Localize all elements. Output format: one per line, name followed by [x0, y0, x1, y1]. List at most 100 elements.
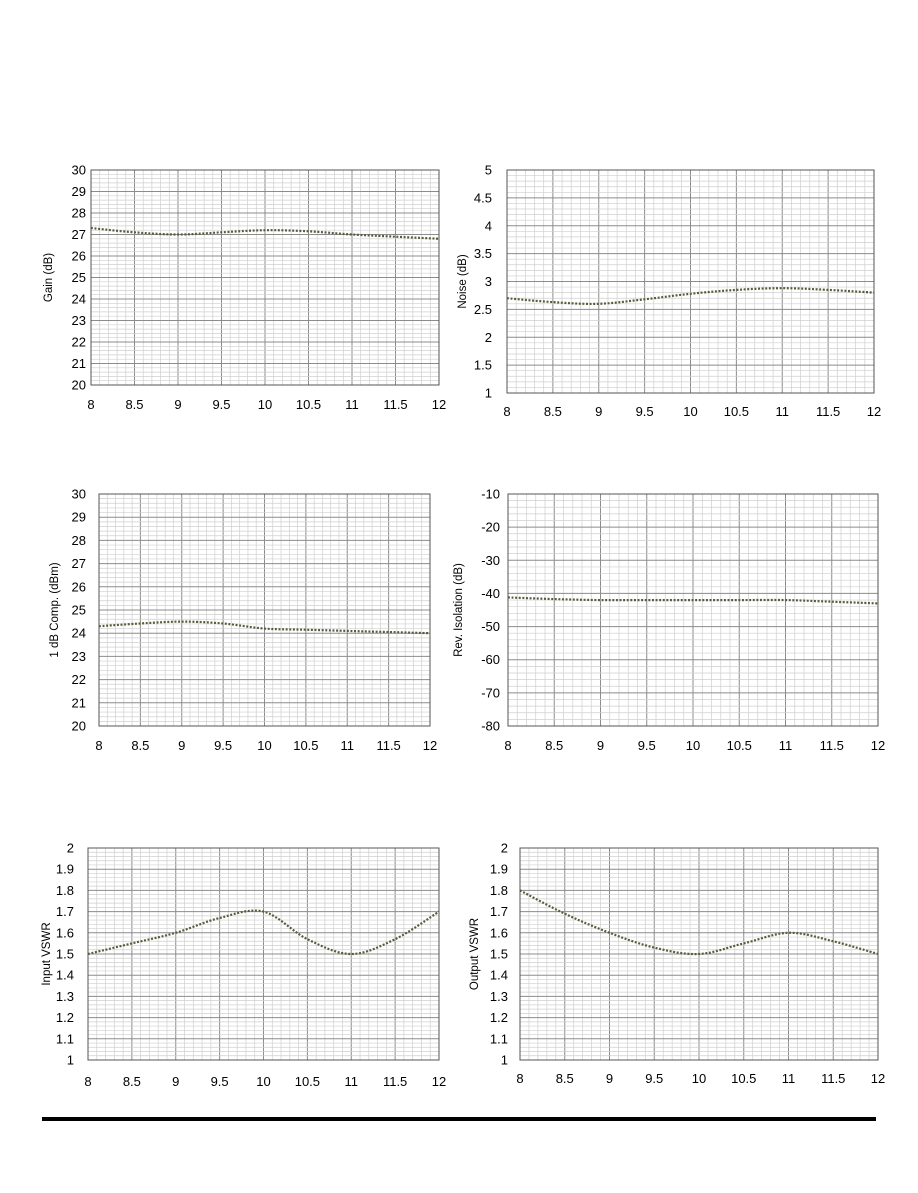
x-tick-label: 8 — [95, 738, 102, 753]
footer-rule — [42, 1117, 876, 1121]
x-tick-label: 11.5 — [383, 397, 407, 412]
y-tick-label: 1.7 — [56, 904, 74, 919]
y-tick-label: 23 — [72, 649, 86, 664]
y-tick-label: 4 — [485, 218, 492, 233]
x-tick-label: 8.5 — [556, 1071, 574, 1086]
y-tick-label: 30 — [72, 487, 86, 502]
x-tick-label: 9.5 — [214, 738, 232, 753]
x-tick-label: 8.5 — [544, 404, 562, 419]
y-tick-label: 29 — [72, 510, 86, 525]
y-tick-label: 27 — [72, 227, 86, 242]
y-tick-label: -50 — [481, 619, 500, 634]
y-tick-label: 1 — [485, 386, 492, 401]
x-tick-label: 11 — [779, 738, 793, 753]
y-tick-label: -40 — [481, 586, 500, 601]
y-tick-label: 1.5 — [474, 358, 492, 373]
y-tick-label: 1.4 — [490, 968, 508, 983]
x-tick-label: 10.5 — [295, 1074, 320, 1089]
y-tick-label: 2 — [67, 841, 74, 856]
y-axis-label: Gain (dB) — [43, 253, 55, 302]
x-tick-label: 11.5 — [376, 738, 400, 753]
x-tick-label: 9 — [178, 738, 185, 753]
x-tick-label: 8 — [87, 397, 94, 412]
y-tick-label: 25 — [72, 603, 86, 618]
y-tick-label: 5 — [485, 163, 492, 178]
y-tick-label: -10 — [481, 487, 500, 502]
x-tick-label: 8.5 — [123, 1074, 141, 1089]
y-axis-label: Rev. Isolation (dB) — [453, 563, 465, 657]
x-tick-label: 8.5 — [125, 397, 143, 412]
series-line — [87, 909, 440, 956]
y-tick-label: 1.3 — [490, 989, 508, 1004]
x-tick-label: 10.5 — [731, 1071, 756, 1086]
y-tick-label: 1.3 — [56, 989, 74, 1004]
x-tick-label: 10.5 — [724, 404, 749, 419]
x-tick-label: 10 — [256, 1074, 270, 1089]
y-tick-label: 1.6 — [490, 925, 508, 940]
plot-frame — [507, 493, 879, 727]
series-line — [507, 596, 879, 605]
y-tick-label: 1.9 — [490, 862, 508, 877]
y-axis-label: 1 dB Comp. (dBm) — [49, 562, 61, 657]
y-tick-label: 23 — [72, 313, 86, 328]
y-axis-label: Noise (dB) — [457, 254, 469, 308]
x-tick-label: 10 — [692, 1071, 706, 1086]
x-tick-label: 10.5 — [293, 738, 318, 753]
x-tick-label: 9.5 — [636, 404, 654, 419]
y-tick-label: 22 — [72, 672, 86, 687]
x-tick-label: 8 — [84, 1074, 91, 1089]
y-tick-label: 20 — [72, 719, 86, 734]
x-tick-label: 11.5 — [816, 404, 840, 419]
plot-frame — [98, 493, 431, 727]
y-tick-label: -20 — [481, 520, 500, 535]
x-tick-label: 12 — [423, 738, 437, 753]
y-tick-label: 25 — [72, 270, 86, 285]
x-tick-label: 11.5 — [821, 1071, 845, 1086]
y-tick-label: 27 — [72, 556, 86, 571]
y-tick-label: 22 — [72, 335, 86, 350]
x-tick-label: 8.5 — [545, 738, 563, 753]
chart-4: -80 -70 -60 -50 -40 -30 -20 -10 8 8.5 9 9.5 10 10.5 11… — [453, 487, 885, 754]
y-tick-label: 1.1 — [56, 1031, 74, 1046]
plot-frame — [90, 169, 440, 386]
y-tick-label: 1.6 — [56, 925, 74, 940]
x-tick-label: 9.5 — [645, 1071, 663, 1086]
y-tick-label: 3.5 — [474, 246, 492, 261]
y-tick-label: 1 — [501, 1053, 508, 1068]
series-line — [506, 287, 875, 306]
x-tick-label: 12 — [871, 1071, 885, 1086]
series-line — [98, 620, 431, 635]
x-tick-label: 10 — [258, 397, 272, 412]
x-tick-label: 8.5 — [131, 738, 149, 753]
y-tick-label: -80 — [481, 719, 500, 734]
x-tick-label: 9 — [174, 397, 181, 412]
y-tick-label: 1.9 — [56, 862, 74, 877]
x-tick-label: 12 — [867, 404, 881, 419]
y-tick-label: -60 — [481, 652, 500, 667]
x-tick-label: 9.5 — [212, 397, 230, 412]
x-tick-label: 11.5 — [820, 738, 844, 753]
series-line — [90, 226, 440, 240]
x-tick-label: 12 — [871, 738, 885, 753]
y-tick-label: 30 — [72, 163, 86, 178]
chart-5: 1 1.1 1.2 1.3 1.4 1.5 1.6 1.7 1.8 1.9 2 8 8.5 9 9.5 10 1… — [41, 841, 446, 1090]
x-tick-label: 10 — [257, 738, 271, 753]
y-tick-label: 1.7 — [490, 904, 508, 919]
x-tick-label: 9.5 — [638, 738, 656, 753]
y-tick-label: 2 — [485, 330, 492, 345]
x-tick-label: 9 — [606, 1071, 613, 1086]
y-tick-label: 2.5 — [474, 302, 492, 317]
x-tick-label: 8 — [504, 738, 511, 753]
y-tick-label: 3 — [485, 274, 492, 289]
y-axis-label: Output VSWR — [469, 918, 481, 990]
x-tick-label: 11.5 — [383, 1074, 407, 1089]
x-tick-label: 10 — [683, 404, 697, 419]
y-tick-label: 1.8 — [490, 883, 508, 898]
y-tick-label: 2 — [501, 841, 508, 856]
chart-1: 20 21 22 23 24 25 26 27 28 29 30 8 8.5 9 9.5 10 10.5 11 11… — [43, 163, 446, 413]
y-tick-label: 1.5 — [56, 947, 74, 962]
plot-frame — [506, 169, 875, 394]
chart-6: 1 1.1 1.2 1.3 1.4 1.5 1.6 1.7 1.8 1.9 2 8 8.5 9 9.5 10 1… — [469, 841, 885, 1087]
y-tick-label: 1.1 — [490, 1031, 508, 1046]
